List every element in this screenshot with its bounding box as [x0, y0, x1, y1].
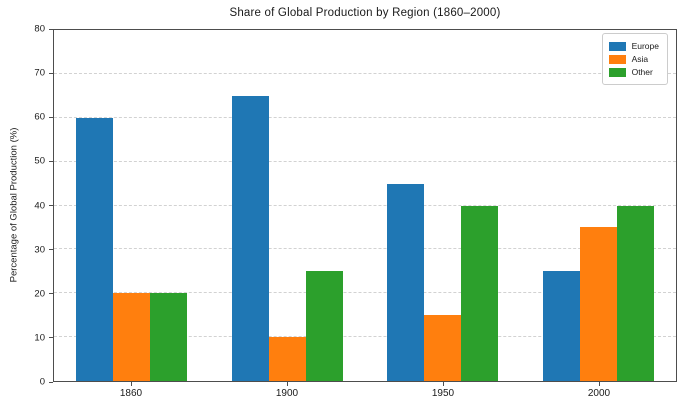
x-tick-marks [53, 382, 677, 386]
plot-area: Europe Asia Other [53, 29, 677, 382]
legend: Europe Asia Other [601, 33, 668, 85]
x-tick-mark [131, 382, 132, 386]
bar-europe-1900 [231, 95, 269, 381]
y-tick-mark [49, 116, 53, 118]
y-tick-label-20: 20 [34, 288, 45, 300]
bar-other-2000 [616, 205, 654, 381]
y-tick-mark [49, 249, 53, 251]
x-tick-label-2000: 2000 [587, 388, 611, 399]
x-tick-mark [599, 382, 600, 386]
y-tick-label-10: 10 [34, 332, 45, 344]
y-tick-mark [49, 293, 53, 295]
legend-label-other: Other [631, 67, 653, 77]
y-tick-mark [49, 28, 53, 30]
y-tick-label-70: 70 [34, 67, 45, 79]
y-tick-label-60: 60 [34, 111, 45, 123]
bar-asia-1860 [113, 293, 151, 381]
x-tick-label-1900: 1900 [275, 388, 299, 399]
bar-group-1900 [210, 30, 366, 381]
y-tick-mark [49, 381, 53, 383]
y-tick-label-0: 0 [39, 376, 45, 388]
gridline-10 [54, 336, 676, 338]
legend-item-asia: Asia [608, 54, 659, 64]
legend-swatch-other [608, 67, 626, 77]
legend-label-europe: Europe [631, 41, 659, 51]
y-tick-label-80: 80 [34, 23, 45, 35]
x-axis-ticks: 1860 1900 1950 2000 [53, 388, 677, 399]
gridline-60 [54, 116, 676, 118]
bar-europe-2000 [542, 271, 580, 381]
y-tick-mark [49, 337, 53, 339]
bar-other-1860 [150, 293, 188, 381]
y-tick-label-50: 50 [34, 155, 45, 167]
bar-group-1860 [54, 30, 210, 381]
chart-title: Share of Global Production by Region (18… [229, 7, 501, 19]
y-tick-marks [49, 28, 53, 383]
bar-europe-1860 [76, 117, 114, 381]
x-tick-mark [443, 382, 444, 386]
gridline-40 [54, 204, 676, 206]
legend-item-europe: Europe [608, 41, 659, 51]
legend-item-other: Other [608, 67, 659, 77]
y-tick-mark [49, 160, 53, 162]
bar-asia-1900 [268, 337, 306, 381]
y-axis-ticks: 0 10 20 30 40 50 60 70 80 [0, 24, 45, 388]
legend-swatch-asia [608, 54, 626, 64]
bar-asia-1950 [424, 315, 462, 381]
gridline-30 [54, 248, 676, 250]
gridline-50 [54, 160, 676, 162]
x-tick-label-1950: 1950 [431, 388, 455, 399]
legend-swatch-europe [608, 41, 626, 51]
bar-groups [54, 30, 676, 381]
bar-other-1900 [305, 271, 343, 381]
x-tick-label-1860: 1860 [119, 388, 143, 399]
bar-europe-1950 [387, 183, 425, 381]
gridline-20 [54, 292, 676, 294]
y-tick-label-40: 40 [34, 200, 45, 211]
bar-asia-2000 [579, 227, 617, 381]
gridline-70 [54, 72, 676, 74]
y-tick-mark [49, 205, 53, 206]
bar-group-2000 [521, 30, 677, 381]
gridlines [54, 30, 676, 381]
bar-group-1950 [365, 30, 521, 381]
x-tick-mark [287, 382, 288, 386]
bar-other-1950 [461, 205, 499, 381]
y-tick-mark [49, 72, 53, 74]
y-tick-label-30: 30 [34, 244, 45, 256]
legend-label-asia: Asia [631, 54, 649, 64]
